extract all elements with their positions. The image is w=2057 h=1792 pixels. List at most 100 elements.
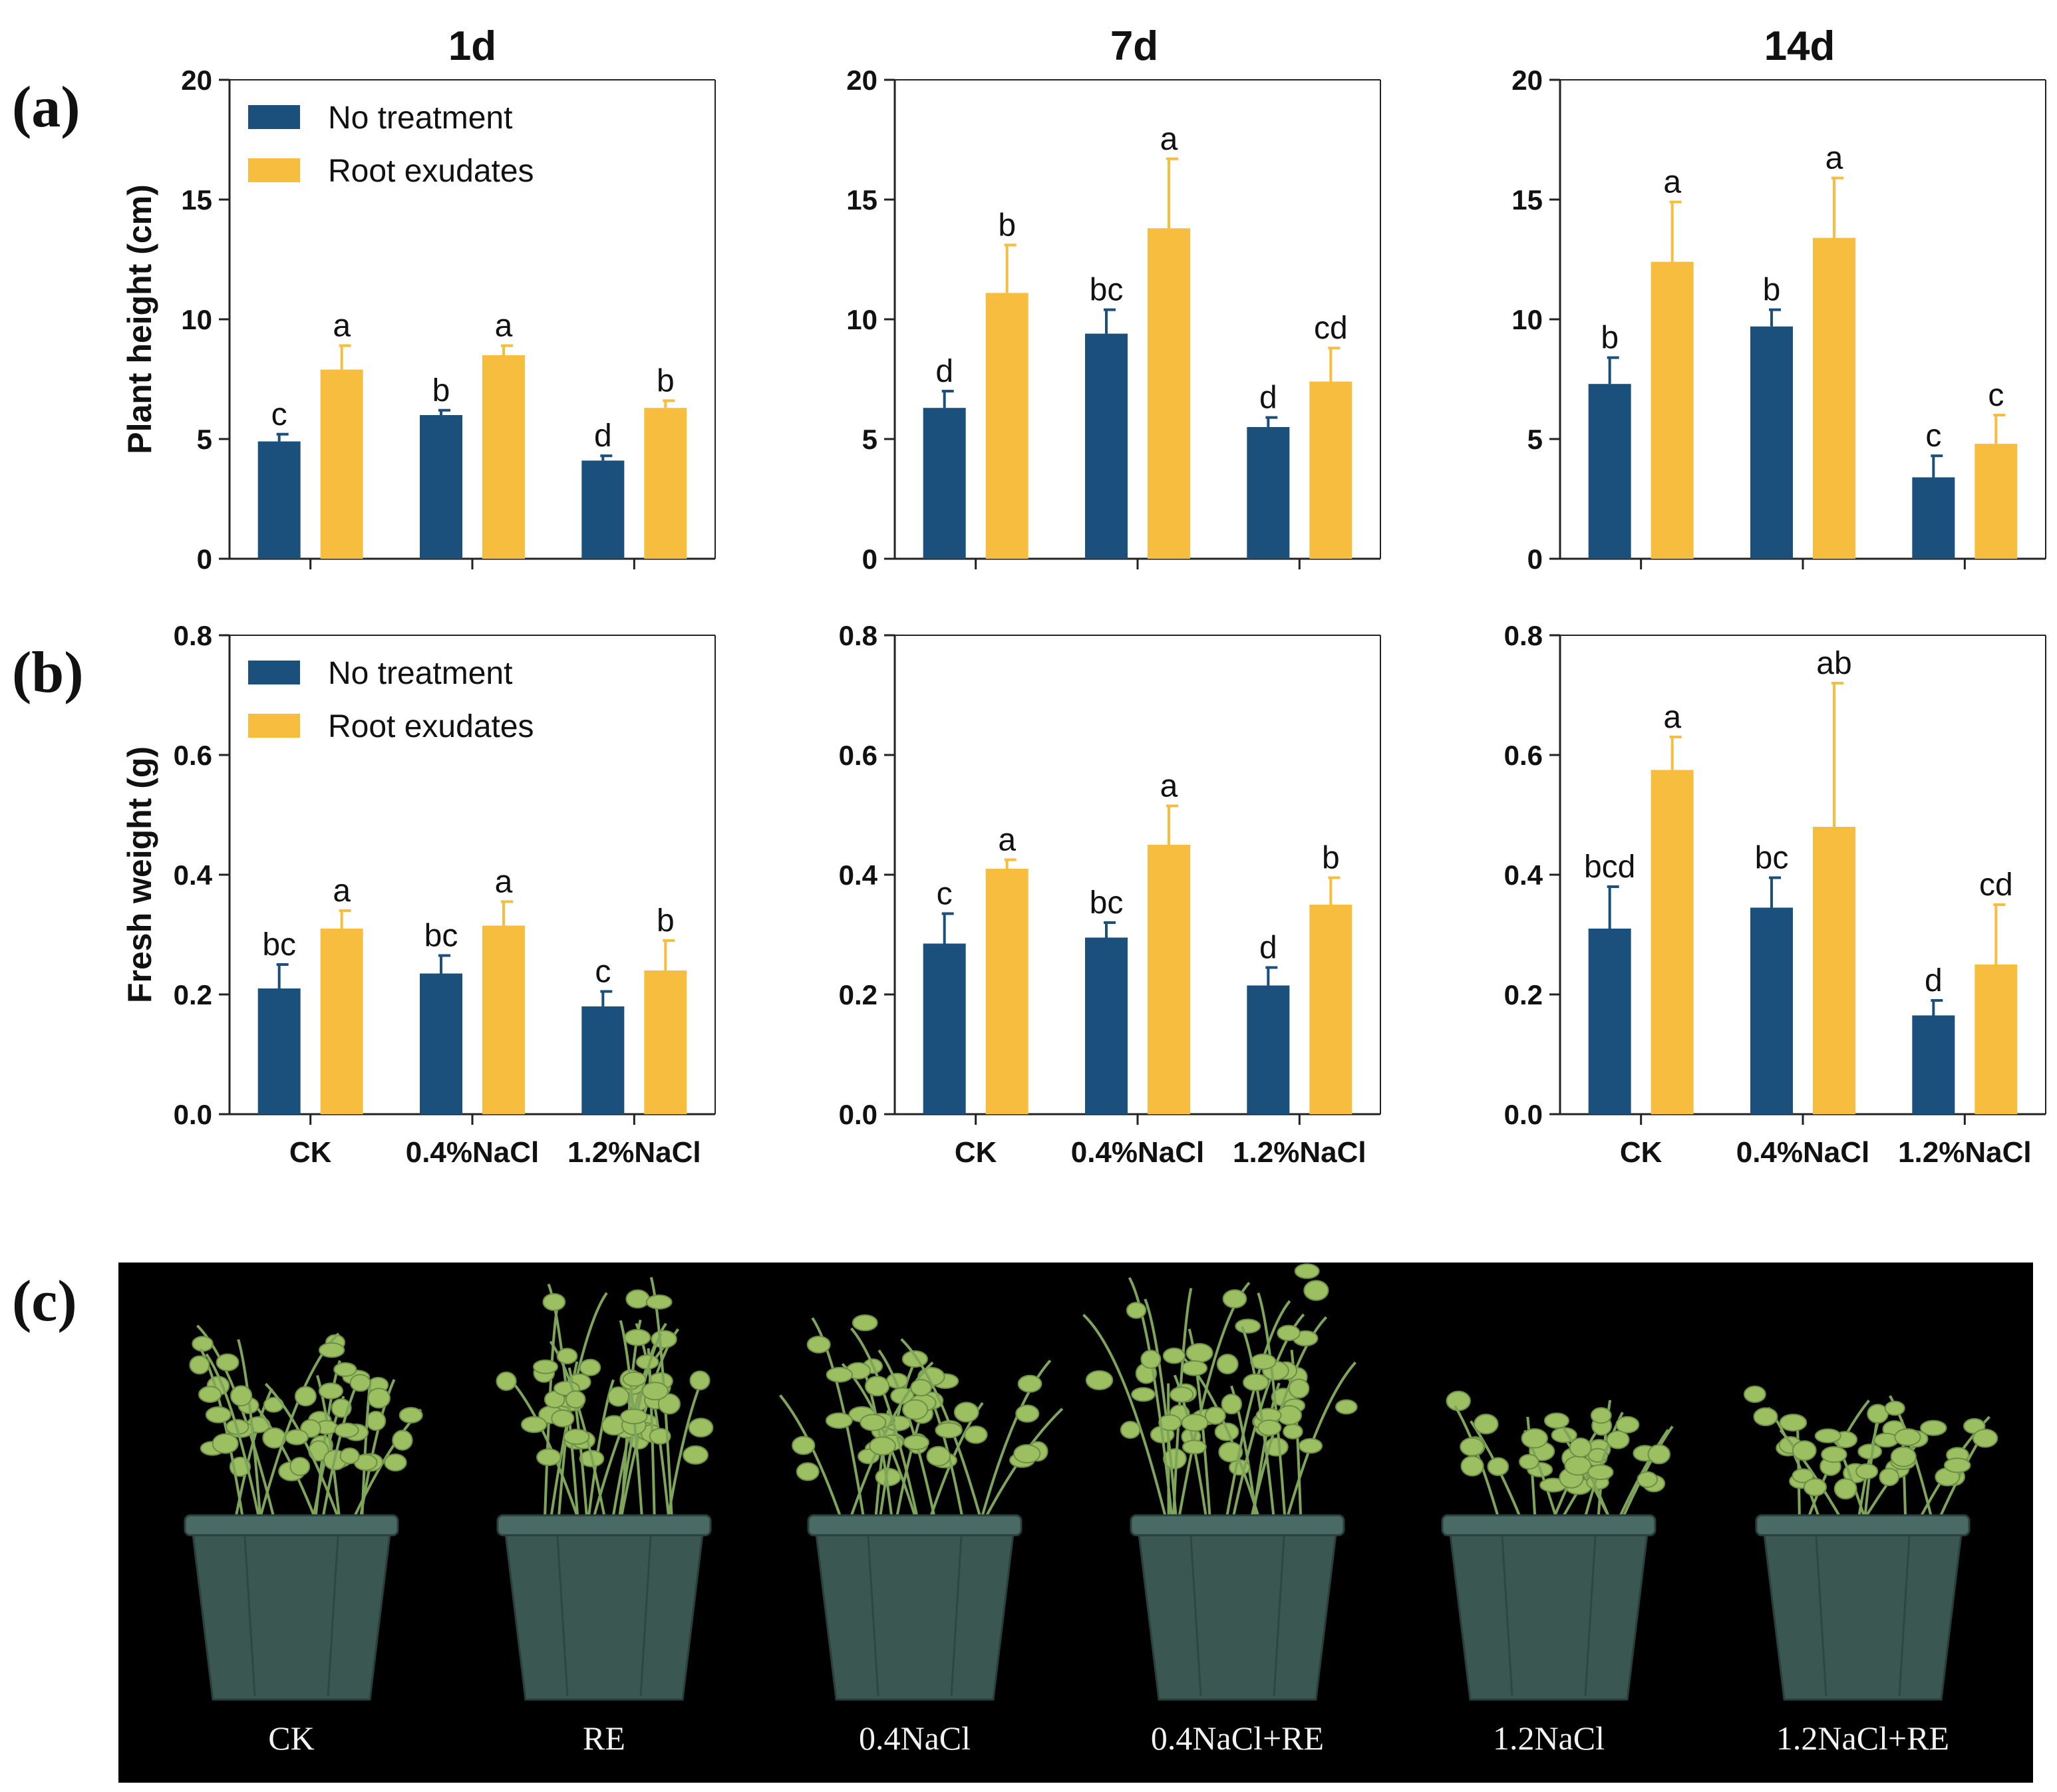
plant-leaf (935, 1422, 963, 1439)
pot-ridge (1189, 1536, 1202, 1697)
pot-ridge (327, 1536, 339, 1697)
significance-letter: bcd (1584, 849, 1635, 885)
plant-leaf (1120, 1421, 1141, 1439)
plant-leaf (551, 1409, 575, 1427)
significance-letter: a (1160, 769, 1178, 804)
plant-leaf (620, 1408, 648, 1425)
bar (320, 369, 363, 559)
plant-leaf (1894, 1428, 1921, 1446)
x-tick-label: 0.4%NaCl (1736, 1136, 1870, 1169)
y-axis-label: Plant height (cm) (121, 184, 158, 454)
bar (581, 460, 625, 559)
plant-stem (1144, 1298, 1179, 1531)
legend-swatch (248, 714, 300, 738)
plant-leaf (1181, 1360, 1208, 1376)
plant-leaf (1446, 1390, 1471, 1412)
plant-leaf (1218, 1441, 1243, 1463)
plant-leaf (624, 1328, 651, 1346)
y-tick-label: 0.0 (839, 1099, 877, 1130)
plant-leaf (365, 1410, 387, 1431)
chart-a-3: 0 5 10 15 20 b a b a c c (1511, 65, 2046, 575)
panel-label-c: (c) (12, 1269, 77, 1334)
plant-leaf (1298, 1437, 1323, 1454)
plant-leaf (192, 1336, 214, 1352)
plant-leaf (294, 1386, 317, 1407)
pot-rim (1755, 1514, 1971, 1537)
significance-letter: d (594, 418, 612, 454)
plant-stem (205, 1353, 263, 1531)
pot-ridge (1501, 1536, 1513, 1697)
plant-leaf (334, 1422, 359, 1438)
significance-letter: c (937, 877, 953, 912)
plant-stem (548, 1292, 608, 1531)
x-tick-label: 1.2%NaCl (567, 1136, 701, 1169)
photo-label: 1.2NaCl (1493, 1719, 1605, 1757)
bar (1085, 937, 1128, 1114)
plant-leaf (289, 1457, 311, 1477)
plant-leaf (1857, 1443, 1883, 1460)
legend-label: Root exudates (328, 154, 534, 189)
plant-leaf (1140, 1350, 1162, 1369)
photo-background (118, 1263, 2033, 1783)
plant-leaf (641, 1382, 669, 1401)
significance-letter: a (998, 823, 1016, 858)
y-tick-label: 0.6 (839, 740, 877, 771)
significance-letter: a (1825, 141, 1843, 176)
pot-ridge (867, 1536, 879, 1697)
pot-body (1762, 1522, 1964, 1701)
bar (1309, 381, 1352, 559)
plant-stem (1247, 1316, 1328, 1531)
plant-leaf (1288, 1378, 1310, 1399)
significance-letter: d (1259, 931, 1277, 966)
plant-leaf (1460, 1455, 1484, 1477)
plant-leaf (563, 1428, 590, 1445)
plant-leaf (1569, 1437, 1592, 1458)
plant-leaf (230, 1385, 253, 1407)
plant-leaf (689, 1370, 711, 1391)
pot-body (190, 1522, 393, 1701)
plant-leaf (796, 1462, 820, 1481)
significance-letter: a (333, 873, 351, 909)
plant-leaf (607, 1386, 630, 1407)
bar (482, 355, 525, 559)
y-tick-label: 0.8 (174, 620, 212, 651)
plant-stem (900, 1338, 985, 1531)
plant-stem (543, 1309, 558, 1531)
pot-ridge (556, 1536, 569, 1697)
legend-label: No treatment (328, 100, 512, 136)
plant-leaf (1890, 1446, 1917, 1467)
plant-leaf (1460, 1437, 1485, 1457)
plant-leaf (1162, 1347, 1186, 1364)
plant-leaf (496, 1371, 517, 1391)
plant-photo: CK RE 0.4NaCl 0.4NaCl+RE 1.2NaCl 1.2NaCl+RE (118, 1263, 2033, 1783)
bar (1085, 333, 1128, 559)
plant-leaf (212, 1433, 239, 1454)
significance-letter: cd (1314, 311, 1348, 346)
plant-leaf (198, 1386, 222, 1404)
plant-leaf (1015, 1404, 1040, 1423)
bar (420, 415, 462, 559)
plant-leaf (825, 1412, 853, 1429)
plant-leaf (1615, 1416, 1640, 1433)
plant-leaf (556, 1348, 578, 1365)
plant-leaf (622, 1372, 647, 1387)
plant-leaf (333, 1362, 357, 1377)
photo-label: 1.2NaCl+RE (1776, 1719, 1949, 1757)
plant-leaf (926, 1445, 951, 1467)
significance-letter: b (1322, 841, 1340, 876)
plant-leaf (384, 1453, 407, 1472)
legend-label: Root exudates (328, 709, 534, 744)
plant-leaf (285, 1429, 309, 1445)
significance-letter: d (1259, 380, 1277, 416)
plant-leaf (1803, 1477, 1827, 1497)
plant-leaf (216, 1353, 239, 1372)
plant-stem (619, 1320, 645, 1531)
bar (1975, 444, 2018, 559)
plant-leaf (1131, 1387, 1156, 1402)
plant-leaf (1182, 1439, 1207, 1455)
plant-leaf (1257, 1419, 1282, 1436)
plant-leaf (542, 1292, 566, 1311)
significance-letter: a (495, 865, 513, 900)
